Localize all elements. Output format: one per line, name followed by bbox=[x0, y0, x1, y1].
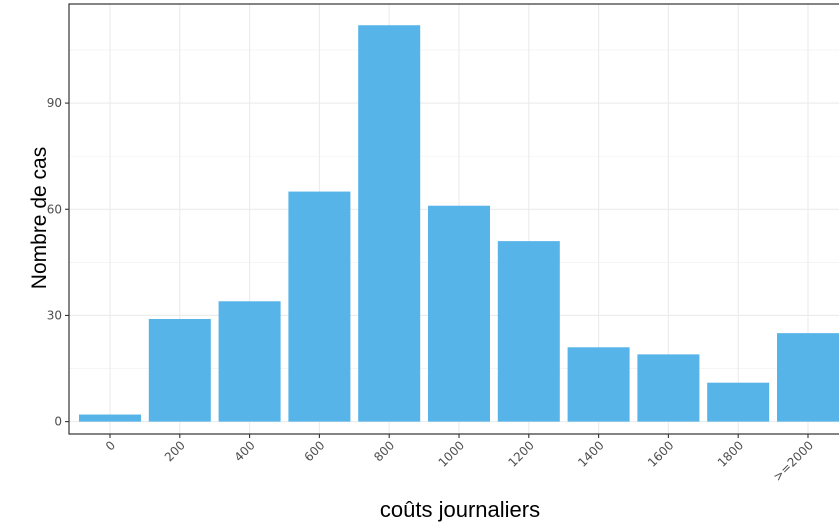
bar bbox=[777, 333, 839, 422]
x-tick-label: 0 bbox=[103, 438, 118, 453]
bar bbox=[358, 25, 421, 422]
bar bbox=[497, 241, 560, 422]
x-tick-label: >=2000 bbox=[770, 438, 816, 484]
bar bbox=[148, 318, 211, 422]
x-tick-label: 1600 bbox=[645, 438, 676, 469]
x-tick-label: 1400 bbox=[575, 438, 606, 469]
y-tick-label: 0 bbox=[54, 415, 62, 429]
y-axis-title: Nombre de cas bbox=[28, 147, 51, 289]
bar bbox=[79, 414, 141, 422]
y-axis-ticks: 0 30 60 90 bbox=[47, 96, 69, 429]
x-tick-label: 1200 bbox=[505, 438, 536, 469]
x-tick-label: 600 bbox=[301, 438, 327, 464]
bar bbox=[637, 354, 700, 422]
bar bbox=[707, 382, 770, 422]
y-tick-label: 30 bbox=[47, 308, 62, 322]
bar bbox=[288, 191, 351, 422]
x-tick-label: 800 bbox=[371, 438, 397, 464]
y-tick-label: 90 bbox=[47, 96, 62, 110]
x-tick-label: 200 bbox=[162, 438, 188, 464]
bar bbox=[567, 347, 630, 422]
bar bbox=[428, 205, 490, 422]
x-axis-title: coûts journaliers bbox=[380, 497, 540, 522]
panel-border bbox=[68, 3, 839, 435]
bar bbox=[218, 301, 281, 422]
y-tick-label: 60 bbox=[47, 202, 62, 216]
x-tick-label: 1800 bbox=[715, 438, 746, 469]
x-tick-label: 400 bbox=[232, 438, 258, 464]
x-axis-ticks: 0 200 400 600 800 1000 1200 1400 1600 1800 >=2000 bbox=[103, 434, 816, 484]
x-tick-label: 1000 bbox=[436, 438, 467, 469]
bars bbox=[79, 25, 839, 422]
